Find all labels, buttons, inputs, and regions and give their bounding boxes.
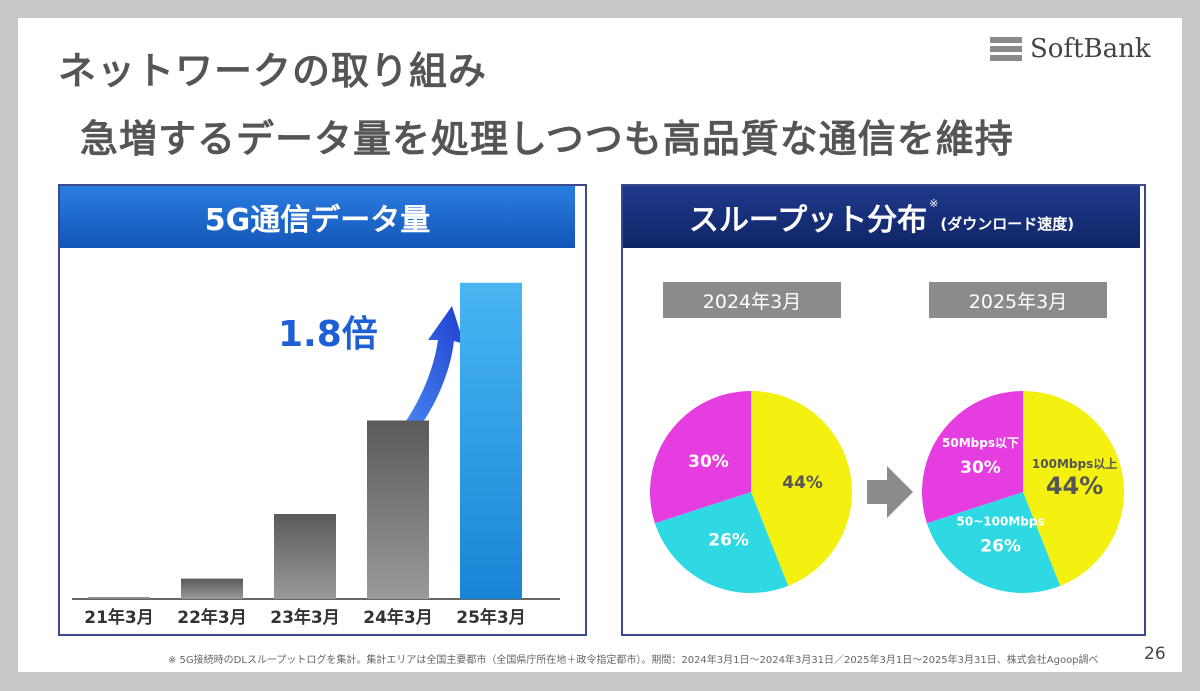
- pie-charts: 44%26%30% 100Mbps以上44%50~100Mbps26%50Mbps…: [649, 390, 1125, 594]
- page-number: 26: [1144, 644, 1166, 664]
- transition-arrow-icon: [867, 466, 913, 518]
- pie-category-label: 50~100Mbps: [957, 515, 1045, 529]
- bar-chart: 1.8倍 21年3月 22年3月 23年3月 24年3月 25年3月: [72, 282, 560, 628]
- pie-value-label: 30%: [960, 458, 1001, 478]
- bar-category-label: 25年3月: [456, 607, 526, 628]
- slide-subtitle: 急増するデータ量を処理しつつも高品質な通信を維持: [80, 117, 1014, 161]
- growth-arrow: [370, 306, 464, 472]
- bar-category-label: 22年3月: [177, 607, 247, 628]
- throughput-subtitle: (ダウンロード速度): [940, 214, 1075, 233]
- pie-value-label: 26%: [708, 531, 749, 551]
- growth-label: 1.8倍: [278, 314, 378, 355]
- pie-value-label: 44%: [1046, 472, 1103, 500]
- year-label-2025: 2025年3月: [929, 282, 1107, 318]
- pie-value-label: 26%: [980, 537, 1021, 557]
- pie-category-label: 50Mbps以下: [942, 436, 1019, 450]
- bar-category-label: 21年3月: [84, 607, 154, 628]
- pie-slice-cyan: [654, 492, 789, 594]
- year-label-2024: 2024年3月: [663, 282, 841, 318]
- bar-23年3月: [274, 514, 336, 599]
- bar-25年3月: [460, 282, 522, 599]
- bar-category-label: 24年3月: [363, 607, 433, 628]
- throughput-header: スループット分布 ※ (ダウンロード速度): [623, 186, 1140, 248]
- pie-slice-magenta: [921, 390, 1023, 524]
- slide: ネットワークの取り組み 急増するデータ量を処理しつつも高品質な通信を維持 Sof…: [18, 18, 1182, 672]
- pie-slice-yellow: [751, 391, 853, 586]
- pie-value-label: 30%: [688, 452, 729, 472]
- softbank-logo: SoftBank: [990, 34, 1151, 64]
- bar-21年3月: [88, 597, 150, 599]
- bar-24年3月: [367, 420, 429, 599]
- bar-category-label: 23年3月: [270, 607, 340, 628]
- pie-slice-magenta: [649, 391, 751, 524]
- pie-value-label: 44%: [782, 473, 823, 493]
- throughput-panel: スループット分布 ※ (ダウンロード速度) 2024年3月 2025年3月 44…: [621, 184, 1146, 636]
- footnote-mark: ※: [929, 196, 939, 210]
- data-volume-panel: 5G通信データ量 1.8倍 21年3月 22年3月 23年3月 24年3月 25年3月: [58, 184, 587, 636]
- data-volume-header: 5G通信データ量: [60, 186, 575, 248]
- logo-text: SoftBank: [1030, 34, 1151, 64]
- throughput-title: スループット分布: [688, 203, 928, 238]
- pie-slice-cyan: [926, 492, 1061, 594]
- pie-category-label: 100Mbps以上: [1032, 456, 1117, 471]
- logo-bars-icon: [990, 37, 1022, 61]
- pie-slice-yellow: [1023, 391, 1125, 586]
- slide-title: ネットワークの取り組み: [58, 49, 488, 93]
- footnote: ※ 5G接続時のDLスループットログを集計。集計エリアは全国主要都市（全国県庁所…: [168, 655, 1099, 666]
- bar-22年3月: [181, 578, 243, 599]
